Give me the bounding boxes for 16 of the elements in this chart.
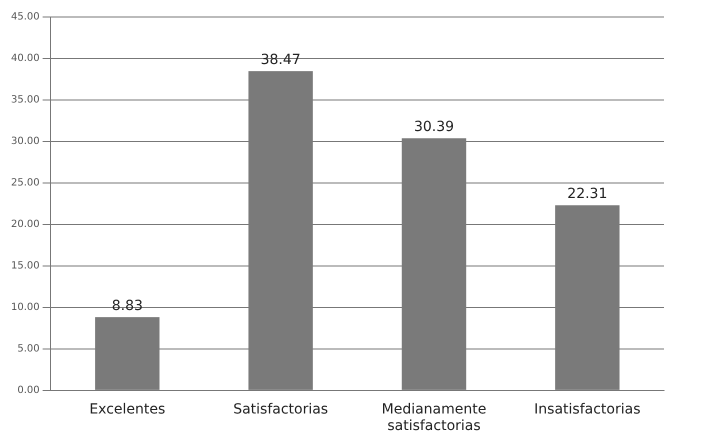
y-tick-label: 20.00: [10, 219, 40, 230]
data-label: 22.31: [567, 186, 608, 202]
y-tick-label: 25.00: [10, 178, 40, 189]
y-tick-label: 45.00: [10, 12, 40, 23]
x-tick-label: Excelentes: [89, 401, 166, 418]
x-tick-label: Insatisfactorias: [534, 401, 640, 418]
y-tick-label: 10.00: [10, 302, 40, 314]
y-tick-label: 40.00: [10, 53, 40, 64]
y-tick-label: 30.00: [10, 136, 40, 148]
data-label: 30.39: [414, 118, 454, 135]
y-tick-label: 35.00: [10, 94, 40, 106]
x-tick-label: Medianamente satisfactorias: [382, 401, 486, 434]
y-tick-label: 0.00: [17, 384, 40, 396]
y-tick-label: 5.00: [17, 344, 40, 355]
y-tick-label: 15.00: [10, 260, 40, 272]
x-tick-label: Satisfactorias: [233, 401, 328, 418]
